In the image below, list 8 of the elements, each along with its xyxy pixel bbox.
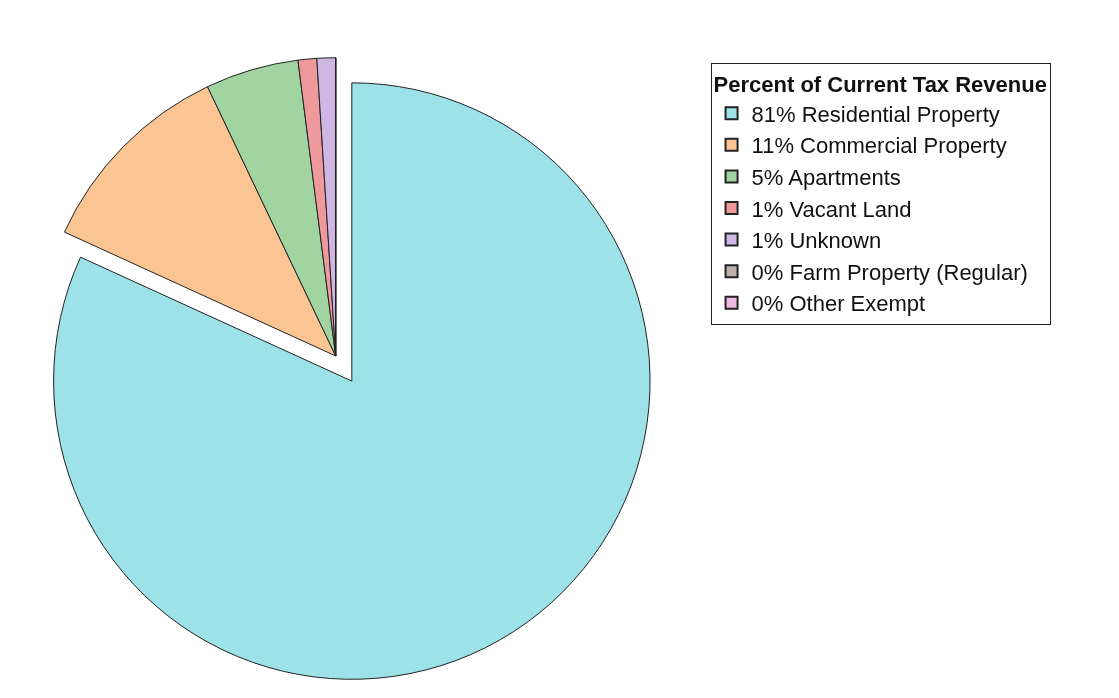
legend-label: 11% Commercial Property [751, 133, 1007, 159]
legend-label: 81% Residential Property [751, 101, 1000, 127]
legend-label: 0% Farm Property (Regular) [751, 259, 1028, 285]
legend-label: 1% Vacant Land [751, 196, 912, 222]
legend-label: 0% Other Exempt [751, 291, 926, 317]
legend-label: 1% Unknown [751, 228, 882, 254]
legend-label: 5% Apartments [751, 165, 901, 190]
legend-title: Percent of Current Tax Revenue [713, 72, 1047, 98]
